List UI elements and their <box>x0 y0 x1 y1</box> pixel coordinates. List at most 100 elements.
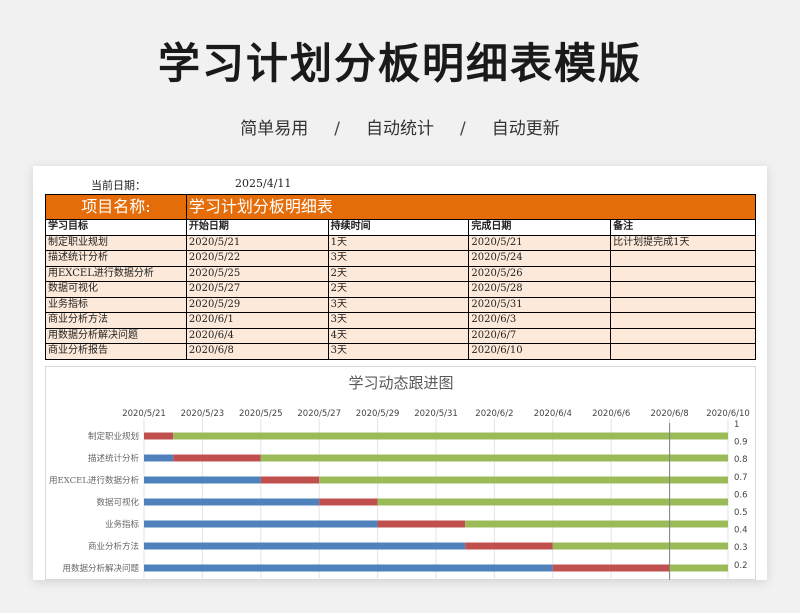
gantt-bar-segment <box>173 432 728 440</box>
gantt-bar-segment <box>552 542 728 550</box>
column-header: 学习目标 <box>45 219 187 236</box>
subtitle-tags: 简单易用 / 自动统计 / 自动更新 <box>0 114 800 139</box>
table-cell[interactable]: 3天 <box>327 296 470 313</box>
table-cell[interactable]: 2020/5/29 <box>185 296 329 313</box>
table-row: 制定职业规划 2020/5/21 1天 2020/5/21 比计划提完成1天 <box>45 234 756 251</box>
table-row: 业务指标 2020/5/29 3天 2020/5/31 <box>45 296 756 313</box>
table-cell[interactable]: 制定职业规划 <box>45 234 187 251</box>
gantt-bar-segment <box>377 520 466 528</box>
current-date-label: 当前日期： <box>91 179 146 192</box>
project-name-value[interactable]: 学习计划分板明细表 <box>185 194 757 220</box>
gantt-bar-segment <box>552 564 670 572</box>
category-label: 用EXCEL进行数据分析 <box>49 475 139 486</box>
x-tick-label: 2020/5/27 <box>297 409 341 419</box>
table-row: 数据可视化 2020/5/27 2天 2020/5/28 <box>45 281 756 298</box>
table-cell[interactable]: 2天 <box>327 265 470 282</box>
gantt-bar-segment <box>173 454 261 462</box>
plan-table: 项目名称: 学习计划分板明细表 学习目标 开始日期 持续时间 完成日期 备注 制… <box>45 194 757 360</box>
gantt-bar-segment <box>144 454 174 462</box>
table-cell[interactable]: 3天 <box>327 343 470 360</box>
page-title: 学习计划分板明细表模版 <box>157 39 642 88</box>
table-cell[interactable]: 3天 <box>327 312 470 329</box>
gantt-bar-segment <box>144 476 261 484</box>
table-cell[interactable]: 商业分析报告 <box>45 343 187 360</box>
table-cell[interactable]: 2020/5/21 <box>185 234 329 251</box>
table-cell[interactable]: 描述统计分析 <box>45 250 187 267</box>
gantt-bar-segment <box>465 520 728 528</box>
secondary-axis-label: 0.6 <box>734 490 748 500</box>
gantt-bar-segment <box>144 542 466 550</box>
table-cell[interactable]: 2020/5/21 <box>468 234 612 251</box>
gantt-bar-segment <box>144 520 378 528</box>
tag-auto-stat: 自动统计 <box>366 119 434 139</box>
secondary-axis-label: 0.8 <box>734 455 748 465</box>
column-header: 开始日期 <box>185 219 329 236</box>
chart-title: 学习动态跟进图 <box>348 374 453 392</box>
x-tick-label: 2020/5/25 <box>239 409 283 419</box>
table-cell[interactable]: 2020/5/31 <box>468 296 612 313</box>
table-cell[interactable]: 2020/5/24 <box>468 250 612 267</box>
table-cell[interactable]: 2020/5/27 <box>185 281 329 298</box>
table-cell[interactable]: 2020/5/22 <box>185 250 329 267</box>
x-tick-label: 2020/5/23 <box>181 409 225 419</box>
table-cell[interactable]: 2020/6/7 <box>468 327 612 344</box>
table-cell[interactable] <box>610 343 756 360</box>
table-cell[interactable]: 用EXCEL进行数据分析 <box>45 265 187 282</box>
table-cell[interactable]: 1天 <box>327 234 470 251</box>
category-label: 用数据分析解决问题 <box>62 563 139 574</box>
tag-separator: / <box>460 119 466 139</box>
x-tick-label: 2020/6/6 <box>592 409 630 419</box>
project-name-label: 项目名称: <box>45 194 187 220</box>
secondary-axis-label: 0.7 <box>734 473 748 483</box>
table-header-row: 学习目标 开始日期 持续时间 完成日期 备注 <box>45 219 756 236</box>
spreadsheet-preview: 当前日期： 2025/4/11 项目名称: 学习计划分板明细表 学习目标 开始日… <box>33 166 767 580</box>
progress-gantt-chart: 学习动态跟进图 2020/5/21 2020/5/23 2020/5/25 2020/5… <box>45 366 756 580</box>
secondary-axis-label: 0.2 <box>734 561 748 571</box>
gantt-bar-segment <box>465 542 553 550</box>
table-cell[interactable]: 2020/6/8 <box>185 343 329 360</box>
x-tick-label: 2020/6/2 <box>475 409 513 419</box>
table-cell[interactable] <box>610 327 756 344</box>
table-row: 商业分析方法 2020/6/1 3天 2020/6/3 <box>45 312 756 329</box>
table-cell[interactable]: 2020/6/4 <box>185 327 329 344</box>
table-cell[interactable]: 商业分析方法 <box>45 312 187 329</box>
table-cell[interactable]: 2020/5/26 <box>468 265 612 282</box>
table-cell[interactable]: 2020/6/3 <box>468 312 612 329</box>
secondary-axis-label: 0.3 <box>734 543 748 553</box>
table-cell[interactable] <box>610 312 756 329</box>
table-cell[interactable]: 3天 <box>327 250 470 267</box>
tag-easy: 简单易用 <box>240 119 309 139</box>
gantt-bar-segment <box>319 498 378 506</box>
table-cell[interactable]: 比计划提完成1天 <box>610 234 756 251</box>
gantt-bar-segment <box>260 454 728 462</box>
table-cell[interactable]: 业务指标 <box>45 296 187 313</box>
x-tick-label: 2020/5/21 <box>122 409 166 419</box>
secondary-axis-label: 0.4 <box>734 526 748 536</box>
table-cell[interactable]: 2020/5/28 <box>468 281 612 298</box>
category-label: 业务指标 <box>105 519 140 530</box>
table-cell[interactable]: 4天 <box>327 327 470 344</box>
secondary-axis-label: 0.9 <box>734 438 748 448</box>
secondary-axis-label: 1 <box>734 420 739 430</box>
table-cell[interactable] <box>610 281 756 298</box>
table-row: 用数据分析解决问题 2020/6/4 4天 2020/6/7 <box>45 327 756 344</box>
gantt-bar-segment <box>319 476 728 484</box>
secondary-axis-label: 0.5 <box>734 508 748 518</box>
table-cell[interactable] <box>610 250 756 267</box>
table-cell[interactable]: 用数据分析解决问题 <box>45 327 187 344</box>
table-cell[interactable]: 2020/6/10 <box>468 343 612 360</box>
gantt-bar-segment <box>144 498 320 506</box>
table-cell[interactable] <box>610 296 756 313</box>
table-cell[interactable]: 数据可视化 <box>45 281 187 298</box>
table-cell[interactable] <box>610 265 756 282</box>
x-tick-label: 2020/6/4 <box>534 409 572 419</box>
tag-separator: / <box>334 119 340 139</box>
current-date-value[interactable]: 2025/4/11 <box>235 177 292 190</box>
category-label: 制定职业规划 <box>88 431 139 442</box>
table-cell[interactable]: 2020/6/1 <box>185 312 329 329</box>
gantt-bar-segment <box>144 432 174 440</box>
table-cell[interactable]: 2020/5/25 <box>185 265 329 282</box>
gantt-bar-segment <box>669 564 728 572</box>
gantt-bar-segment <box>260 476 320 484</box>
table-cell[interactable]: 2天 <box>327 281 470 298</box>
